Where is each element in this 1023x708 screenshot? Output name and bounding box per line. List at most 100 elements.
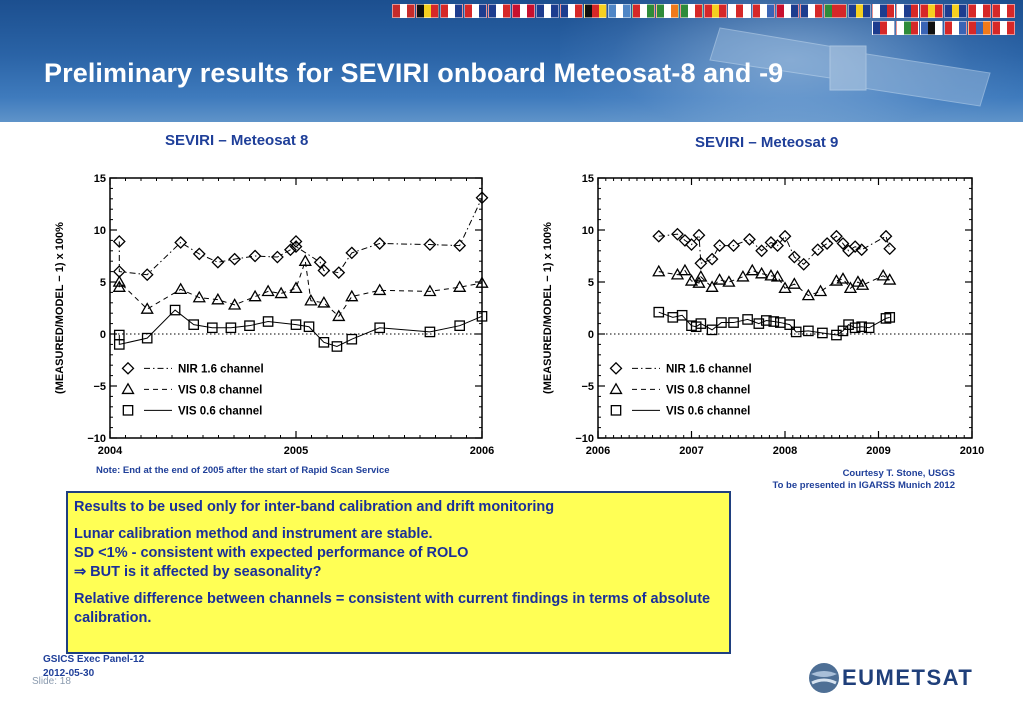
triangle-marker: [801, 288, 815, 301]
diamond-marker: [289, 240, 303, 254]
triangle-marker: [883, 273, 897, 285]
diamond-marker: [289, 235, 303, 248]
square-marker: [303, 321, 315, 333]
y-tick-label: −10: [87, 433, 106, 445]
header-banner: Preliminary results for SEVIRI onboard M…: [0, 0, 1023, 122]
triangle-marker: [174, 282, 188, 295]
y-axis-label: (MEASURED/MODEL − 1) x 100%: [54, 222, 66, 394]
triangle-marker: [678, 263, 692, 276]
diamond-marker: [332, 266, 346, 280]
diamond-marker: [475, 191, 489, 205]
series-line: [658, 311, 890, 336]
footer-date: 2012-05-30: [43, 668, 95, 679]
triangle-marker: [304, 293, 318, 306]
triangle-marker: [609, 382, 623, 395]
flag-icon: [584, 4, 607, 18]
diamond-marker: [727, 239, 740, 253]
square-marker: [728, 317, 739, 328]
flag-icon: [416, 4, 439, 18]
triangle-marker: [211, 292, 225, 305]
y-axis-label: (MEASURED/MODEL − 1) x 100%: [542, 222, 554, 394]
flag-icon: [560, 4, 583, 18]
diamond-marker: [797, 257, 811, 271]
diamond-marker: [883, 242, 897, 256]
legend-label: NIR 1.6 channel: [178, 363, 264, 375]
triangle-marker: [745, 263, 759, 276]
y-tick-label: 15: [94, 173, 106, 185]
diamond-marker: [112, 235, 126, 248]
triangle-marker: [652, 264, 666, 277]
y-tick-label: 10: [94, 225, 106, 237]
diamond-marker: [848, 240, 862, 254]
triangle-marker: [475, 276, 489, 288]
page-title: Preliminary results for SEVIRI onboard M…: [44, 58, 784, 88]
summary-line-2: Lunar calibration method and instrument …: [74, 526, 433, 542]
square-marker: [318, 336, 330, 348]
diamond-marker: [174, 236, 188, 249]
flag-icon: [608, 4, 631, 18]
right-chart: −10 −5 0 5 10 15 2006 2007 2008 2009 2010 (MEASURED…: [542, 173, 984, 457]
right-chart-subtitle: SEVIRI – Meteosat 9: [695, 134, 839, 151]
y-tick-label: 0: [100, 329, 106, 341]
left-chart-subtitle: SEVIRI – Meteosat 8: [165, 132, 309, 149]
diamond-marker: [453, 239, 467, 253]
summary-textbox: Results to be used only for inter-band c…: [66, 491, 731, 654]
triangle-marker: [112, 275, 126, 287]
eumetsat-logo-text: EUMETSAT: [842, 665, 974, 690]
square-marker: [768, 316, 780, 327]
courtesy-note: Courtesy T. Stone, USGS: [842, 468, 955, 479]
summary-line-4: ⇒ BUT is it affected by seasonality?: [74, 564, 322, 580]
right-chart-panel: −10 −5 0 5 10 15 2006 2007 2008 2009 2010 (MEASURED…: [520, 155, 984, 465]
plot-frame: [109, 177, 483, 439]
diamond-marker: [694, 256, 708, 270]
triangle-marker: [373, 283, 387, 296]
diamond-marker: [811, 243, 825, 257]
triangle-marker: [712, 273, 727, 285]
flag-icon: [896, 4, 919, 18]
y-tick-label: 5: [588, 277, 594, 289]
summary-line-5: Relative difference between channels = c…: [74, 591, 711, 626]
y-tick-label: 10: [582, 225, 594, 237]
summary-line-1: Results to be used only for inter-band c…: [74, 499, 555, 515]
diamond-marker: [830, 229, 843, 243]
square-marker: [884, 312, 896, 323]
flag-icon: [920, 21, 943, 35]
triangle-marker: [140, 302, 154, 314]
diamond-marker: [855, 243, 869, 257]
flag-icon: [680, 4, 703, 18]
triangle-marker: [876, 268, 890, 281]
flag-icon: [464, 4, 487, 18]
square-marker: [610, 404, 622, 416]
flag-icon: [944, 21, 967, 35]
presented-note: To be presented in IGARSS Munich 2012: [772, 480, 955, 491]
y-tick-label: −10: [575, 433, 594, 445]
triangle-marker: [722, 275, 736, 287]
triangle-marker: [836, 272, 850, 284]
triangle-marker: [855, 278, 870, 290]
triangle-marker: [332, 309, 346, 322]
flag-icon: [632, 4, 655, 18]
flag-icon: [728, 4, 751, 18]
diamond-marker: [685, 238, 698, 251]
triangle-marker: [843, 281, 858, 294]
x-tick-label: 2007: [679, 445, 703, 457]
diamond-marker: [820, 237, 834, 250]
triangle-marker: [764, 268, 778, 281]
series-line: [118, 261, 483, 318]
diamond-marker: [373, 237, 387, 250]
x-tick-label: 2010: [960, 445, 984, 457]
square-marker: [742, 314, 753, 325]
legend-label: NIR 1.6 channel: [666, 363, 752, 375]
triangle-marker: [755, 266, 769, 279]
diamond-marker: [270, 250, 284, 264]
triangle-marker: [736, 269, 750, 282]
square-marker: [188, 319, 200, 330]
left-chart: −10 −5 0 5 10 15 2004 2005 2006 (MEASURED/MODEL −…: [54, 173, 494, 457]
square-marker: [454, 320, 466, 332]
triangle-marker: [192, 290, 206, 303]
triangle-marker: [274, 286, 288, 299]
square-marker: [695, 318, 707, 329]
flag-icon: [752, 4, 775, 18]
flag-icon: [704, 4, 727, 18]
diamond-marker: [879, 229, 893, 243]
